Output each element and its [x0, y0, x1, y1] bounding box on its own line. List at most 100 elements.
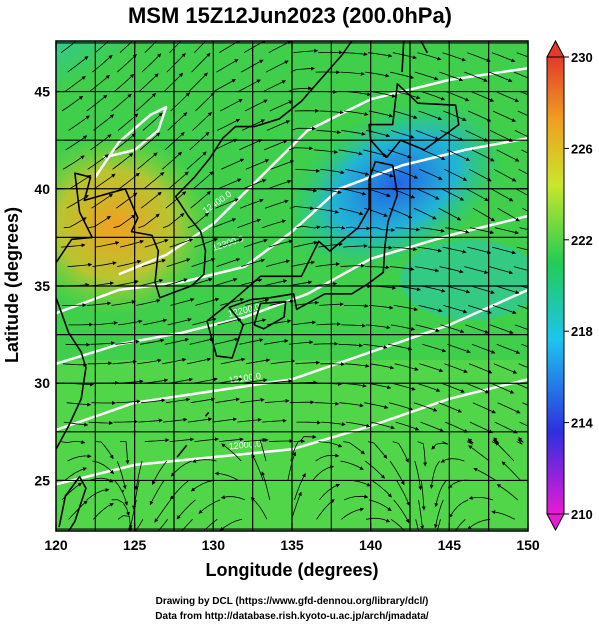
streamline-arrow: [221, 443, 242, 462]
streamline-arrow: [293, 240, 318, 248]
streamline-arrow: [138, 213, 160, 229]
streamline-arrow: [421, 91, 446, 101]
streamline-arrow: [189, 131, 210, 151]
streamline-arrow: [491, 52, 516, 63]
streamline-arrow: [243, 238, 268, 248]
streamline-arrow: [270, 160, 295, 170]
streamline-arrow: [90, 341, 116, 346]
streamline-arrow: [115, 339, 140, 345]
streamline-arrow: [140, 338, 165, 345]
streamline-arrow: [391, 382, 416, 391]
streamline-arrow: [187, 417, 213, 423]
streamline-arrow: [415, 324, 440, 333]
streamline-arrow: [345, 363, 370, 368]
colorbar: 210 214 218 222 226 230: [546, 39, 593, 532]
streamline-arrow: [513, 71, 528, 79]
streamline-arrow: [217, 317, 242, 326]
streamline-arrow: [212, 417, 238, 423]
streamline-arrow: [287, 280, 313, 287]
streamline-arrow: [468, 445, 490, 462]
streamline-arrow: [394, 168, 419, 179]
streamline-arrow: [65, 135, 88, 151]
streamline-arrow: [422, 149, 446, 161]
streamline-arrow: [162, 213, 185, 229]
streamline-arrow: [472, 207, 496, 222]
streamline-arrow: [467, 52, 491, 62]
streamline-arrow: [192, 317, 217, 326]
streamline-arrow: [264, 339, 289, 345]
streamline-arrow: [491, 246, 517, 255]
streamline-arrow: [251, 453, 264, 481]
streamline-arrow: [371, 285, 397, 290]
streamline-arrow: [312, 281, 338, 287]
streamline-arrow: [421, 285, 446, 293]
streamline-arrow: [186, 357, 212, 365]
streamline-arrow: [143, 378, 169, 384]
streamline-arrow: [390, 130, 415, 139]
streamline-arrow: [165, 191, 187, 209]
streamline-arrow: [188, 277, 213, 287]
streamline-arrow: [318, 441, 343, 448]
streamline-arrow: [466, 188, 489, 202]
streamline-arrow: [392, 52, 417, 60]
colorbar-tick-label: 218: [571, 324, 593, 339]
streamline-arrow: [344, 303, 369, 308]
streamline-arrow: [368, 110, 394, 118]
streamline-arrow: [363, 149, 388, 158]
streamline-arrow: [467, 438, 474, 445]
streamline-arrow: [61, 95, 84, 112]
streamline-arrow: [219, 518, 243, 531]
streamline-arrow: [494, 421, 518, 434]
streamline-arrow: [342, 382, 367, 388]
streamline-arrow: [346, 480, 371, 487]
streamline-arrow: [142, 112, 163, 131]
streamline-arrow: [464, 71, 488, 82]
streamline-arrow: [440, 458, 465, 463]
streamline-arrow: [465, 324, 489, 334]
streamline-arrow: [117, 259, 142, 267]
streamline-arrow: [521, 149, 528, 154]
streamline-arrow: [434, 499, 444, 529]
streamline-arrow: [190, 397, 216, 404]
streamline-arrow: [166, 258, 191, 267]
streamline-arrow: [264, 398, 290, 404]
streamline-arrow: [168, 171, 189, 190]
credit-line-1: Drawing by DCL (https://www.gfd-dennou.o…: [156, 596, 429, 607]
streamline-arrow: [368, 305, 394, 310]
streamline-arrow: [170, 298, 195, 306]
x-tick-label: 150: [516, 537, 540, 553]
streamline-arrow: [166, 53, 186, 73]
streamline-arrow: [343, 494, 369, 501]
streamline-arrow: [170, 460, 192, 477]
streamline-arrow: [243, 438, 269, 443]
streamline-arrow: [219, 437, 244, 442]
streamline-arrow: [112, 359, 137, 365]
streamline-arrow: [520, 285, 528, 289]
streamline-arrow: [490, 188, 514, 202]
streamline-arrow: [86, 488, 110, 501]
streamline-arrow: [186, 151, 207, 170]
streamline-arrow: [119, 239, 145, 248]
streamline-arrow: [220, 99, 243, 112]
streamline-arrow: [495, 285, 520, 295]
streamline-arrow: [169, 41, 182, 53]
streamline-arrow: [68, 322, 94, 327]
streamline-arrow: [319, 110, 344, 115]
cyan-band-east: [400, 240, 528, 320]
streamline-arrow: [141, 398, 166, 404]
streamline-arrow: [94, 41, 110, 54]
streamline-arrow: [395, 227, 421, 232]
streamline-arrow: [61, 482, 83, 501]
streamline-arrow: [369, 168, 394, 178]
streamline-arrow: [162, 417, 188, 423]
streamline-arrow: [514, 324, 528, 330]
streamline-arrow: [446, 285, 471, 294]
x-axis-label: Longitude (degrees): [205, 560, 378, 580]
streamline-arrow: [389, 71, 415, 79]
streamline-arrow: [497, 207, 520, 222]
streamline-arrow: [518, 168, 528, 175]
streamline-arrow: [467, 246, 492, 255]
streamline-arrow: [218, 377, 243, 384]
coastline: [58, 475, 87, 531]
streamline-arrow: [118, 172, 140, 190]
